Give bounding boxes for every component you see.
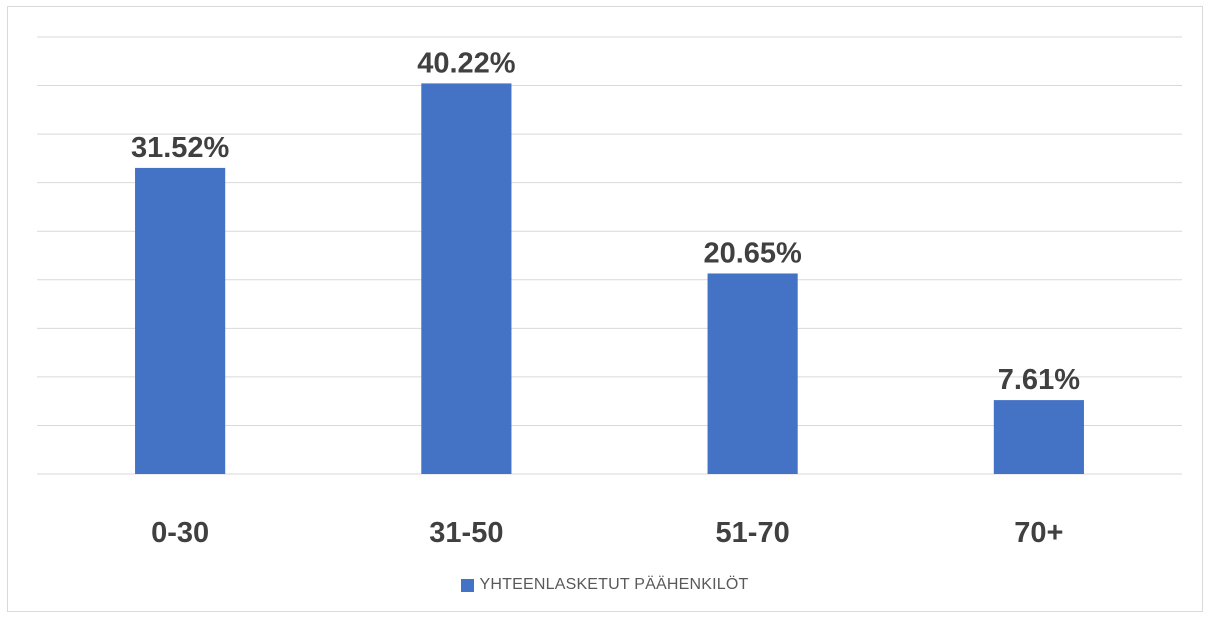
bars [135, 83, 1084, 475]
bar-31-50 [421, 83, 512, 474]
data-label-31-50: 40.22% [417, 47, 516, 79]
data-label-51-70: 20.65% [703, 237, 802, 269]
legend-swatch [460, 578, 474, 592]
data-label-0-30: 31.52% [131, 132, 230, 164]
data-labels: 31.52% 40.22% 20.65% 7.61% [131, 47, 1080, 396]
bar-70+ [993, 400, 1084, 474]
category-label-0-30: 0-30 [151, 517, 209, 549]
legend: YHTEENLASKETUT PÄÄHENKILÖT [0, 576, 1209, 594]
bar-51-70 [707, 273, 798, 474]
category-label-31-50: 31-50 [429, 517, 503, 549]
category-label-51-70: 51-70 [716, 517, 790, 549]
bar-0-30 [135, 167, 226, 475]
data-label-70+: 7.61% [998, 364, 1080, 396]
legend-label: YHTEENLASKETUT PÄÄHENKILÖT [479, 576, 749, 593]
category-axis-labels: 0-30 31-50 51-70 70+ [151, 517, 1063, 549]
category-label-70+: 70+ [1014, 517, 1063, 549]
gridlines [37, 36, 1182, 475]
